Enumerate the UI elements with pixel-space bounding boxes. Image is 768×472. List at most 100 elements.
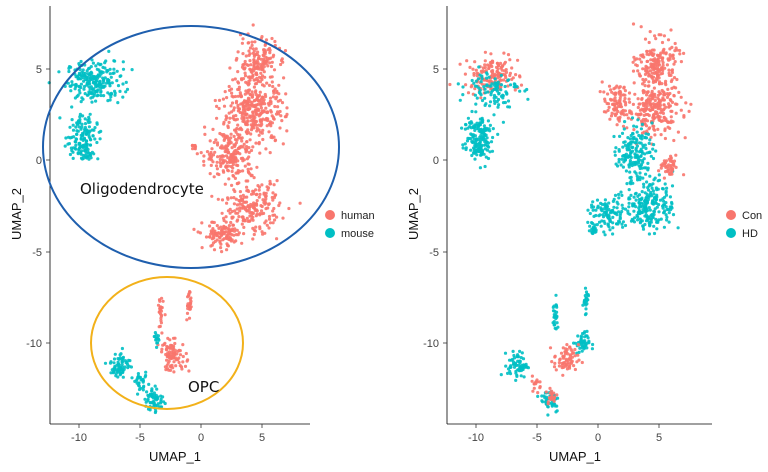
data-point-human bbox=[247, 79, 251, 83]
data-point-human bbox=[278, 109, 282, 114]
data-point-mouse bbox=[112, 370, 116, 374]
data-point-mouse bbox=[85, 93, 89, 97]
data-point-hd bbox=[506, 99, 511, 103]
data-point-con bbox=[678, 52, 682, 56]
data-point-con bbox=[640, 131, 645, 135]
data-point-hd bbox=[473, 128, 477, 132]
data-point-human bbox=[273, 139, 277, 143]
data-point-mouse bbox=[68, 84, 72, 88]
data-point-con bbox=[569, 347, 573, 351]
data-point-human bbox=[273, 104, 277, 109]
data-point-con bbox=[471, 67, 475, 71]
data-point-human bbox=[235, 228, 239, 232]
data-point-hd bbox=[480, 143, 484, 147]
data-point-hd bbox=[472, 81, 476, 85]
data-point-human bbox=[177, 360, 181, 365]
data-point-con bbox=[678, 48, 682, 53]
data-point-human bbox=[258, 63, 263, 67]
data-point-human bbox=[272, 183, 276, 187]
data-point-hd bbox=[617, 157, 621, 162]
data-point-hd bbox=[580, 349, 584, 353]
data-point-human bbox=[272, 68, 277, 72]
data-point-human bbox=[205, 150, 210, 154]
data-point-con bbox=[657, 90, 661, 94]
data-point-hd bbox=[603, 221, 607, 225]
data-point-human bbox=[228, 156, 233, 160]
data-point-hd bbox=[554, 293, 558, 297]
data-point-hd bbox=[664, 205, 668, 209]
data-point-hd bbox=[474, 102, 478, 106]
legend-key-hd bbox=[726, 228, 736, 238]
data-point-human bbox=[219, 162, 223, 167]
data-point-mouse bbox=[58, 116, 62, 120]
data-point-human bbox=[243, 71, 247, 75]
data-point-human bbox=[233, 209, 237, 213]
data-point-human bbox=[161, 299, 165, 303]
data-point-human bbox=[231, 78, 235, 82]
data-point-hd bbox=[485, 76, 489, 80]
data-point-human bbox=[258, 192, 262, 196]
data-point-human bbox=[255, 192, 259, 196]
data-point-hd bbox=[651, 147, 655, 151]
data-point-human bbox=[246, 179, 250, 183]
data-point-con bbox=[659, 119, 664, 123]
data-point-con bbox=[647, 107, 652, 112]
data-point-hd bbox=[614, 146, 618, 150]
data-point-hd bbox=[579, 338, 583, 342]
data-point-hd bbox=[652, 143, 656, 147]
data-point-human bbox=[242, 232, 246, 236]
data-point-con bbox=[538, 380, 542, 384]
data-point-human bbox=[259, 106, 263, 110]
data-point-hd bbox=[627, 205, 631, 209]
data-point-hd bbox=[546, 405, 550, 409]
data-point-con bbox=[569, 353, 573, 357]
data-point-hd bbox=[478, 73, 482, 77]
data-point-hd bbox=[632, 195, 636, 199]
data-point-hd bbox=[621, 220, 626, 224]
data-point-hd bbox=[629, 179, 633, 183]
data-point-con bbox=[617, 90, 621, 94]
data-point-human bbox=[243, 111, 247, 115]
data-point-human bbox=[258, 80, 262, 84]
data-point-hd bbox=[639, 197, 644, 201]
data-point-con bbox=[658, 53, 662, 57]
data-point-hd bbox=[469, 148, 473, 152]
data-point-human bbox=[229, 132, 233, 136]
data-point-mouse bbox=[117, 363, 121, 367]
data-point-human bbox=[266, 101, 271, 106]
data-point-con bbox=[672, 62, 676, 66]
data-point-con bbox=[641, 77, 645, 82]
data-point-hd bbox=[460, 126, 464, 130]
data-point-human bbox=[235, 182, 239, 186]
data-point-human bbox=[251, 23, 255, 27]
data-point-con bbox=[621, 93, 626, 97]
data-point-mouse bbox=[68, 125, 72, 129]
data-point-human bbox=[231, 223, 235, 227]
data-point-hd bbox=[620, 209, 624, 214]
data-point-human bbox=[257, 133, 261, 137]
y-tick-label: -10 bbox=[423, 338, 439, 350]
data-point-con bbox=[473, 60, 477, 64]
data-point-human bbox=[254, 72, 258, 76]
data-point-con bbox=[502, 62, 506, 66]
data-point-hd bbox=[469, 132, 473, 136]
data-point-human bbox=[271, 209, 275, 213]
data-point-hd bbox=[600, 219, 604, 223]
data-point-human bbox=[263, 43, 267, 48]
data-point-human bbox=[232, 188, 236, 192]
data-point-human bbox=[237, 215, 241, 219]
data-point-con bbox=[495, 61, 500, 65]
data-point-hd bbox=[652, 224, 656, 228]
data-point-human bbox=[164, 368, 168, 372]
data-point-hd bbox=[635, 125, 639, 129]
data-point-hd bbox=[461, 146, 465, 150]
data-point-hd bbox=[456, 82, 460, 86]
data-point-con bbox=[653, 133, 657, 137]
data-point-human bbox=[257, 142, 261, 146]
data-point-human bbox=[241, 52, 245, 56]
data-point-human bbox=[267, 226, 271, 230]
data-point-hd bbox=[632, 124, 636, 128]
data-point-hd bbox=[646, 198, 650, 202]
data-point-hd bbox=[470, 78, 474, 83]
data-point-hd bbox=[616, 222, 620, 226]
